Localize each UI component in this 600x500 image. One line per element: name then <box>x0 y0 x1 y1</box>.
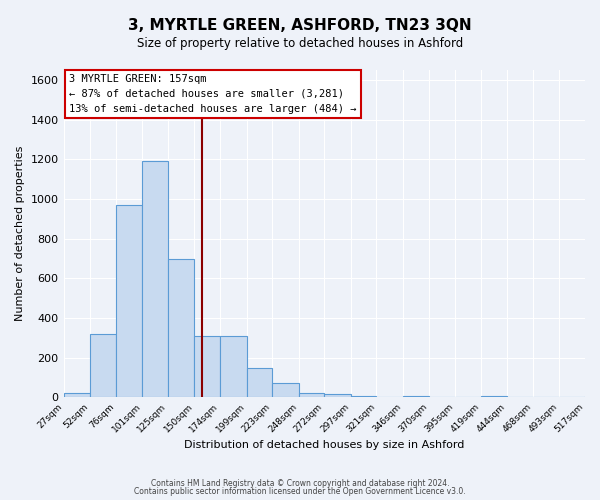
Bar <box>428 396 455 398</box>
Bar <box>168 258 194 398</box>
Bar <box>220 336 247 398</box>
Bar <box>324 394 351 398</box>
Bar <box>272 382 299 398</box>
Bar <box>481 396 508 398</box>
Bar <box>90 334 116 398</box>
Text: Contains HM Land Registry data © Crown copyright and database right 2024.: Contains HM Land Registry data © Crown c… <box>151 478 449 488</box>
Bar <box>559 396 585 398</box>
Bar <box>64 392 90 398</box>
Bar <box>455 396 481 398</box>
Bar <box>585 396 600 398</box>
X-axis label: Distribution of detached houses by size in Ashford: Distribution of detached houses by size … <box>184 440 464 450</box>
Text: Size of property relative to detached houses in Ashford: Size of property relative to detached ho… <box>137 38 463 51</box>
Bar <box>376 396 403 398</box>
Bar <box>533 396 559 398</box>
Bar <box>116 205 142 398</box>
Bar <box>142 162 168 398</box>
Bar <box>351 396 376 398</box>
Text: Contains public sector information licensed under the Open Government Licence v3: Contains public sector information licen… <box>134 487 466 496</box>
Bar <box>247 368 272 398</box>
Bar <box>403 396 428 398</box>
Bar <box>508 396 533 398</box>
Bar <box>299 392 324 398</box>
Text: 3, MYRTLE GREEN, ASHFORD, TN23 3QN: 3, MYRTLE GREEN, ASHFORD, TN23 3QN <box>128 18 472 32</box>
Y-axis label: Number of detached properties: Number of detached properties <box>15 146 25 322</box>
Bar <box>194 336 220 398</box>
Text: 3 MYRTLE GREEN: 157sqm
← 87% of detached houses are smaller (3,281)
13% of semi-: 3 MYRTLE GREEN: 157sqm ← 87% of detached… <box>69 74 356 114</box>
